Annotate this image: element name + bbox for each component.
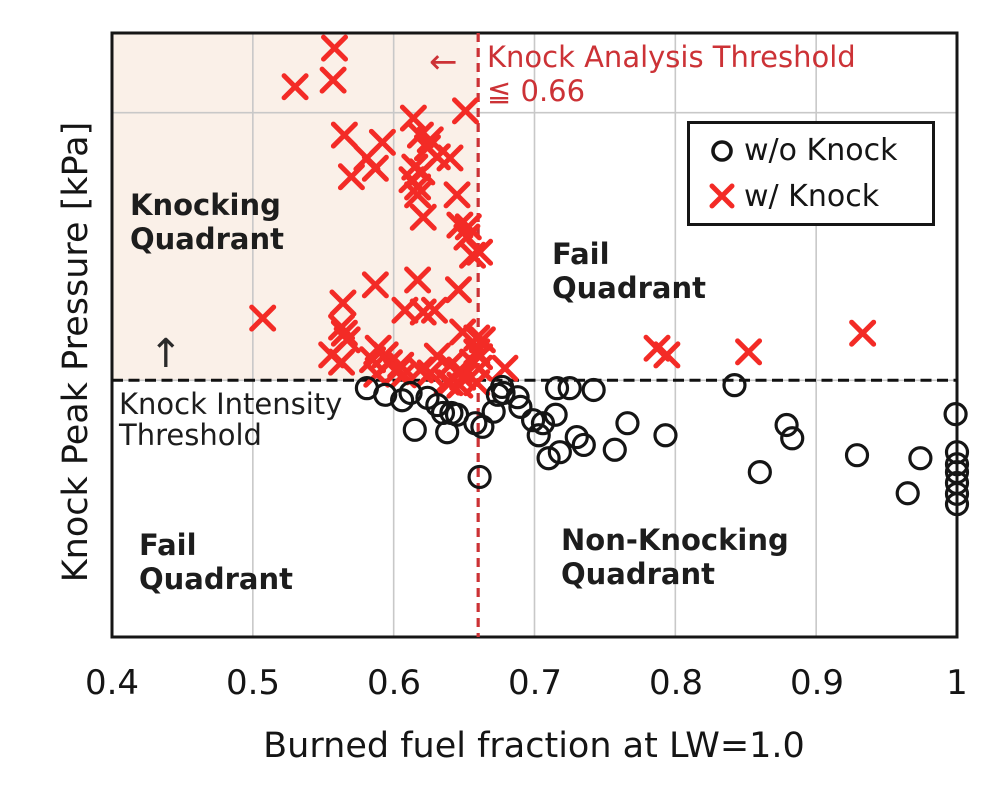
no-knock-marker [615,411,640,436]
knock-marker [451,97,479,125]
x-marker-icon [709,183,735,209]
y-axis-title: Knock Peak Pressure [kPa] [55,121,96,583]
knocking-quadrant-label: Knocking Quadrant [130,188,285,256]
left-arrow-icon: ← [429,42,458,82]
knock-marker [404,173,432,201]
knock-marker [330,121,358,149]
knock-marker [399,104,427,132]
knock-marker [491,354,519,382]
fail-quadrant-bottom-label: Fail Quadrant [139,528,294,596]
no-knock-marker [780,426,805,451]
no-knock-marker [490,374,515,400]
knock-marker [319,66,347,94]
knock-marker [337,163,365,191]
fail-quadrant-top-label: Fail Quadrant [552,237,707,305]
x-axis-title: Burned fuel fraction at LW=1.0 [263,726,805,766]
legend-label: w/o Knock [744,133,898,169]
knock-marker [449,318,477,346]
knock-marker [404,266,432,294]
knock-marker [330,319,358,347]
knock-marker [446,211,474,239]
x-tick-label: 1 [946,663,968,703]
legend-item-w-knock: w/ Knock [706,179,928,214]
knock-marker [735,338,763,366]
up-arrow-icon: ↑ [149,331,183,377]
no-knock-marker [944,452,970,477]
knock-marker [249,304,277,332]
no-knock-marker [653,423,678,448]
knock-marker [416,359,444,387]
knock-marker [849,319,877,347]
no-knock-marker [435,420,460,445]
knock-marker [409,203,437,231]
knock-marker [466,343,494,371]
knock-marker [361,271,389,299]
legend-label: w/ Knock [744,178,880,214]
knock-marker [363,360,391,388]
no-knock-marker [564,424,589,450]
no-knock-marker [722,373,747,398]
knock-marker [443,181,471,209]
no-knock-marker [944,481,970,506]
no-knock-marker [944,492,970,517]
no-knock-marker [526,423,551,448]
x-tick-label: 0.6 [366,663,422,703]
no-knock-marker [943,402,968,427]
no-knock-marker [543,402,568,427]
knock-marker [281,73,309,101]
knock-marker [404,181,432,209]
no-knock-marker [571,432,596,458]
knock-marker [444,276,472,304]
no-knock-marker [544,376,570,401]
no-knock-marker [481,399,506,424]
knock-marker [361,154,389,182]
no-knock-marker [844,443,870,468]
no-knock-marker [402,417,427,442]
knock-marker [329,289,357,317]
circle-marker-icon [711,139,733,162]
x-tick-label: 0.4 [84,663,140,703]
no-knock-marker [530,411,556,436]
no-knock-marker [536,446,561,471]
x-tick-label: 0.5 [225,663,281,703]
legend: w/o Knock w/ Knock [687,121,935,226]
no-knock-marker [520,408,546,433]
no-knock-marker [470,414,495,439]
knock-marker [328,348,356,376]
plot-border [110,31,959,639]
no-knock-marker [508,394,533,419]
no-knock-marker [547,440,572,465]
non-knocking-quadrant-label: Non-Knocking Quadrant [561,523,789,591]
knock-marker [446,371,474,399]
knock-marker [421,296,449,324]
legend-item-wo-knock: w/o Knock [706,133,928,168]
knock-marker [653,341,681,369]
x-tick-label: 0.8 [648,663,704,703]
knock-marker [459,241,487,269]
no-knock-marker [373,382,398,407]
no-knock-marker [467,464,492,490]
no-knock-marker [774,412,799,438]
x-tick-label: 0.9 [789,663,845,703]
no-knock-marker [581,377,606,403]
x-tick-label: 0.7 [507,663,563,703]
no-knock-marker [895,481,920,506]
no-knock-marker [557,376,582,401]
knock-intensity-threshold-label: Knock Intensity Threshold [119,387,343,452]
knock-marker [466,238,494,266]
knock-marker [436,144,464,172]
knock-analysis-threshold-label: Knock Analysis Threshold ≦ 0.66 [487,40,856,108]
no-knock-marker [602,437,627,462]
knock-marker [321,34,349,62]
no-knock-marker [747,460,772,485]
no-knock-marker [398,380,423,406]
no-knock-marker [908,446,933,471]
